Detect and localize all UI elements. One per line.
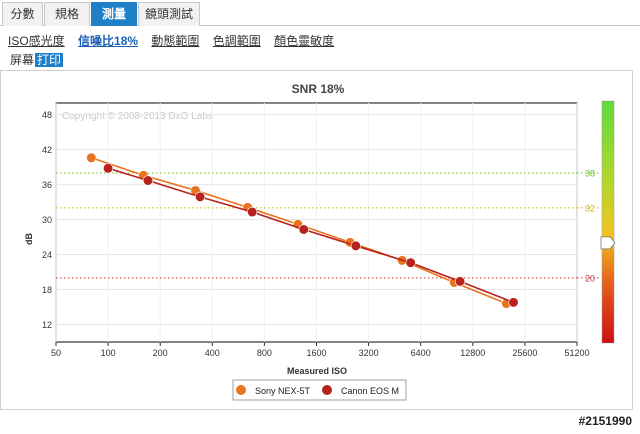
copyright-text: Copyright © 2008-2013 DxO Labs (62, 111, 213, 122)
scale-label: 20 (585, 273, 595, 283)
x-axis-label: Measured ISO (287, 366, 347, 376)
legend: Sony NEX-5T Canon EOS M (232, 379, 407, 401)
tab-measurements[interactable]: 測量 (91, 2, 137, 26)
subnav-color-sensitivity[interactable]: 顏色靈敏度 (274, 34, 335, 48)
y-tick-label: 30 (42, 215, 52, 225)
data-point-1 (247, 206, 258, 218)
scale-bar-labels: 38 32 20 (585, 168, 616, 283)
x-tick-label: 200 (153, 348, 168, 358)
snr-chart: SNR 18% Copyright © 2008-2013 DxO Labs 5… (24, 82, 616, 401)
x-tick-label: 25600 (512, 348, 537, 358)
x-tick-label: 50 (51, 348, 61, 358)
tab-specs[interactable]: 規格 (44, 2, 90, 26)
x-tick-label: 12800 (460, 348, 485, 358)
legend-label-sony[interactable]: Sony NEX-5T (255, 386, 311, 396)
x-tick-label: 1600 (306, 348, 326, 358)
grid-lines (55, 103, 601, 342)
data-point-1 (405, 257, 416, 268)
legend-label-canon[interactable]: Canon EOS M (341, 386, 399, 396)
series-layer (86, 152, 519, 309)
y-tick-label: 42 (42, 145, 52, 155)
legend-marker-canon (322, 385, 332, 395)
legend-marker-sony (236, 385, 246, 395)
chart-panel: SNR 18% Copyright © 2008-2013 DxO Labs 5… (0, 70, 633, 410)
subnav-tonal-range[interactable]: 色調範圍 (212, 34, 261, 48)
tab-lens-tests[interactable]: 鏡頭測試 (138, 2, 200, 26)
x-tick-label: 100 (101, 348, 116, 358)
scale-marker-icon (600, 236, 616, 250)
data-point-1 (508, 297, 519, 308)
legend-box (232, 379, 407, 401)
y-tick-label: 48 (42, 110, 52, 120)
x-tick-label: 800 (257, 348, 272, 358)
x-tick-label: 51200 (564, 348, 589, 358)
chart-title: SNR 18% (292, 82, 345, 96)
measurement-subnav: ISO感光度 信噪比18% 動態範圍 色調範圍 顏色靈敏度 (8, 32, 344, 48)
y-axis-label: dB (24, 233, 34, 245)
data-point-1 (454, 276, 466, 287)
data-point-1 (102, 163, 114, 174)
screen-toggle[interactable]: 屏幕 (10, 53, 35, 67)
y-axis-ticks: 12 18 24 30 36 42 48 (42, 110, 52, 330)
y-tick-label: 12 (42, 320, 52, 330)
data-point-1 (194, 191, 206, 202)
image-id-watermark: #2151990 (578, 414, 632, 428)
data-point-1 (298, 224, 309, 235)
y-tick-label: 36 (42, 180, 52, 190)
x-tick-label: 3200 (359, 348, 379, 358)
y-tick-label: 24 (42, 250, 52, 260)
subnav-iso-sensitivity[interactable]: ISO感光度 (8, 34, 65, 48)
scale-label: 32 (585, 203, 595, 213)
print-toggle[interactable]: 打印 (35, 53, 64, 67)
data-point-0 (86, 152, 97, 163)
y-tick-label: 18 (42, 285, 52, 295)
data-point-1 (142, 175, 154, 186)
x-axis-ticks: 50 100 200 400 800 1600 3200 6400 12800 25600 5120… (51, 342, 590, 358)
data-point-1 (350, 240, 361, 251)
subnav-dynamic-range[interactable]: 動態範圍 (151, 34, 200, 48)
subnav-snr-18[interactable]: 信噪比18% (78, 34, 139, 48)
x-tick-label: 400 (205, 348, 220, 358)
tab-scores[interactable]: 分數 (2, 2, 43, 26)
x-tick-label: 6400 (411, 348, 431, 358)
tab-bar: 分數 規格 測量 鏡頭測試 (0, 0, 640, 26)
scale-label: 38 (585, 168, 595, 178)
scale-bar (601, 100, 615, 344)
